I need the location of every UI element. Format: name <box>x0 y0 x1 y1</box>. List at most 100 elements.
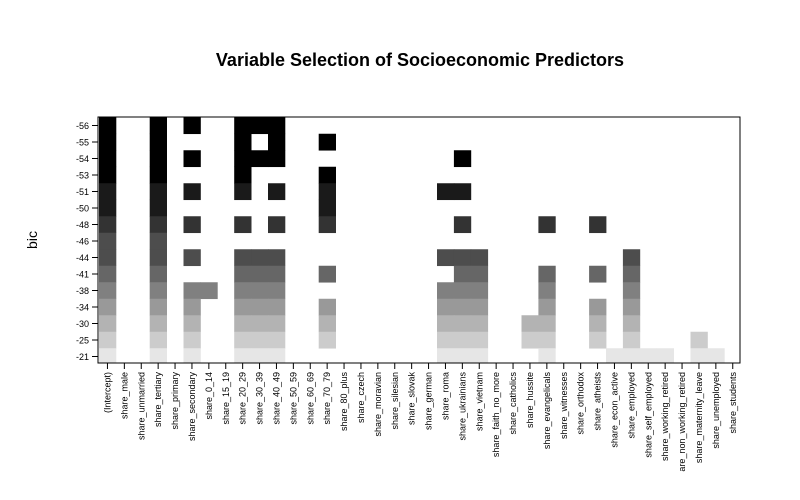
heatmap-cell <box>183 298 201 316</box>
heatmap-cell <box>251 265 269 283</box>
heatmap-cell <box>149 331 167 349</box>
heatmap-cell <box>268 150 286 168</box>
x-tick-label: share_80_plus <box>339 372 349 432</box>
x-tick-label: share_70_79 <box>322 372 332 425</box>
heatmap-cell <box>453 331 472 349</box>
heatmap-cell <box>149 216 167 234</box>
heatmap-cell <box>149 315 167 333</box>
heatmap-cell <box>183 282 201 300</box>
heatmap-cell <box>251 249 269 267</box>
x-tick-label: share_tertiary <box>153 372 163 428</box>
heatmap-cell <box>99 249 117 267</box>
heatmap-cell <box>521 315 539 333</box>
x-tick-label: share_50_59 <box>288 372 298 425</box>
heatmap-cell <box>437 348 455 364</box>
heatmap-cell <box>268 183 286 201</box>
heatmap-cell <box>453 249 472 267</box>
heatmap-cell <box>149 133 167 151</box>
y-tick-label: -48 <box>76 220 89 230</box>
heatmap-cell <box>234 348 252 364</box>
heatmap-cell <box>99 348 117 364</box>
heatmap-cell <box>470 348 489 364</box>
heatmap-cell <box>99 265 117 283</box>
heatmap-cell <box>453 265 472 283</box>
x-tick-label: share_students <box>728 372 738 434</box>
heatmap-cell <box>622 282 641 300</box>
heatmap-cell <box>318 331 336 349</box>
y-tick-label: -56 <box>76 121 89 131</box>
heatmap-cell <box>234 183 252 201</box>
heatmap-cell <box>234 117 252 135</box>
x-tick-label: share_60_69 <box>305 372 315 425</box>
heatmap-cell <box>251 298 269 316</box>
heatmap-cell <box>99 298 117 316</box>
chart-title: Variable Selection of Socioeconomic Pred… <box>216 50 624 70</box>
heatmap-cell <box>234 249 252 267</box>
heatmap-cell <box>690 348 708 364</box>
heatmap-cell <box>589 298 607 316</box>
heatmap-cell <box>437 315 455 333</box>
heatmap-cell <box>268 315 286 333</box>
x-tick-label: share_30_39 <box>255 372 265 425</box>
x-tick-label: share_0_14 <box>204 372 214 420</box>
heatmap-cell <box>453 315 472 333</box>
heatmap-cell <box>99 183 117 201</box>
y-tick-label: -34 <box>76 303 89 313</box>
heatmap-cell <box>470 315 489 333</box>
x-tick-label: share_male <box>119 372 129 419</box>
heatmap-cell <box>622 265 641 283</box>
heatmap-cell <box>99 150 117 168</box>
heatmap-cell <box>453 183 472 201</box>
heatmap-cell <box>99 166 117 184</box>
heatmap-cell <box>437 331 455 349</box>
heatmap-cell <box>183 315 201 333</box>
heatmap-cell <box>251 348 269 364</box>
y-tick-label: -46 <box>76 237 89 247</box>
heatmap-cell <box>251 282 269 300</box>
heatmap-cell <box>470 331 489 349</box>
heatmap-cell <box>149 249 167 267</box>
heatmap-cell <box>251 150 269 168</box>
heatmap-cell <box>234 331 252 349</box>
heatmap-cell <box>470 298 489 316</box>
heatmap-cell <box>149 199 167 217</box>
x-tick-label: share_moravian <box>373 372 383 437</box>
heatmap-cell <box>622 249 641 267</box>
heatmap-cell <box>453 150 472 168</box>
heatmap-cell <box>318 216 336 234</box>
heatmap-cell <box>453 298 472 316</box>
heatmap-cell <box>318 199 336 217</box>
y-tick-label: -53 <box>76 171 89 181</box>
heatmap-cell <box>99 216 117 234</box>
heatmap-cell <box>234 282 252 300</box>
y-axis-label: bic <box>24 231 40 249</box>
heatmap-cell <box>318 298 336 316</box>
heatmap-cell <box>470 282 489 300</box>
heatmap-cell <box>149 150 167 168</box>
heatmap-cell <box>234 166 252 184</box>
heatmap-cell <box>183 150 201 168</box>
heatmap-cell <box>268 216 286 234</box>
heatmap-cell <box>470 249 489 267</box>
x-tick-label: share_employed <box>626 372 636 439</box>
heatmap-cell <box>622 331 641 349</box>
x-tick-label: share_maternity_leave <box>694 372 704 463</box>
heatmap-cell <box>538 265 556 283</box>
heatmap-cell <box>99 199 117 217</box>
heatmap-cell <box>149 265 167 283</box>
heatmap-cell <box>251 117 269 135</box>
x-tick-label: share_secondary <box>187 372 197 442</box>
heatmap-cell <box>149 232 167 250</box>
heatmap-cell <box>589 315 607 333</box>
heatmap-cell <box>437 183 455 201</box>
heatmap-cell <box>622 348 641 364</box>
x-tick-label: share_atheists <box>593 372 603 431</box>
x-tick-label: share_vietnam <box>474 372 484 431</box>
heatmap-cell <box>200 282 218 300</box>
x-tick-label: share_hussite <box>525 372 535 428</box>
heatmap-cell <box>437 249 455 267</box>
y-tick-label: -50 <box>76 204 89 214</box>
heatmap-cell <box>622 315 641 333</box>
heatmap-cell <box>268 133 286 151</box>
heatmap-cell <box>589 265 607 283</box>
